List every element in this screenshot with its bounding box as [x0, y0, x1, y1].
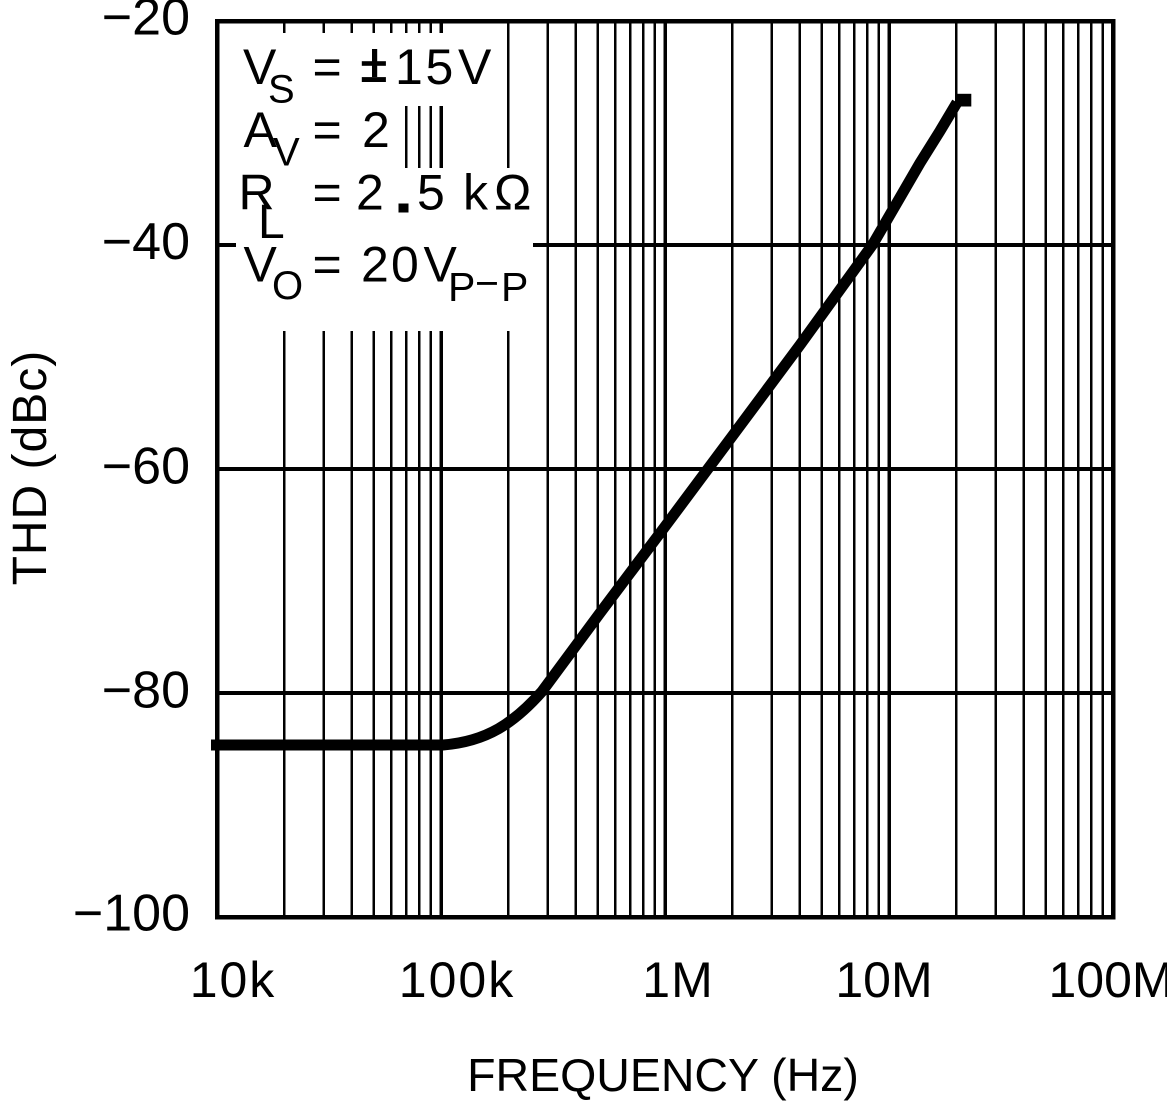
svg-text:−80: −80: [102, 662, 190, 720]
svg-text:10M: 10M: [835, 952, 932, 1008]
svg-text:−20: −20: [102, 0, 190, 47]
svg-text:100k: 100k: [399, 952, 515, 1008]
svg-text:−100: −100: [73, 885, 190, 943]
svg-text:FREQUENCY (Hz): FREQUENCY (Hz): [467, 1049, 859, 1101]
svg-text:VO=20VP−P: VO = 20VP−P: [244, 237, 529, 311]
svg-text:−40: −40: [102, 213, 190, 271]
svg-text:THD (dBc): THD (dBc): [4, 350, 57, 586]
svg-text:10k: 10k: [190, 952, 277, 1008]
svg-text:AV=2: AV = 2: [244, 102, 390, 175]
svg-text:1M: 1M: [642, 952, 713, 1008]
svg-text:100M: 100M: [1048, 952, 1167, 1008]
svg-text:VS=15V: VS = 15V: [243, 39, 492, 112]
svg-text:−60: −60: [102, 438, 190, 496]
